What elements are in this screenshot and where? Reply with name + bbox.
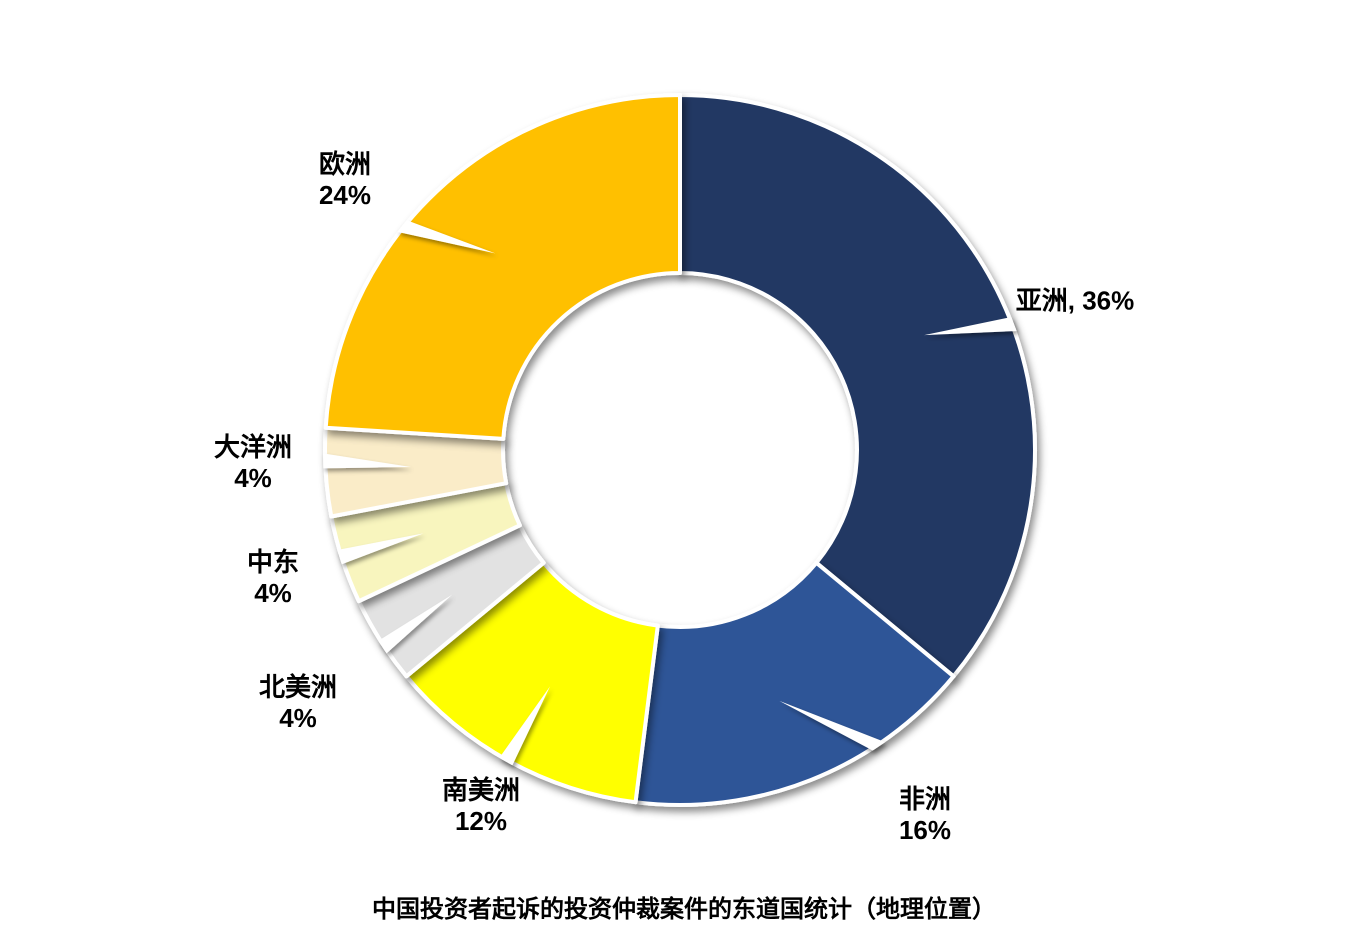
leader-line-欧洲 <box>397 220 496 254</box>
leader-line-南美洲 <box>499 686 551 766</box>
donut-slices-group <box>323 93 1037 807</box>
leader-lines-group <box>323 220 1017 766</box>
leader-line-亚洲 <box>924 317 1017 336</box>
slice-南美洲 <box>404 560 660 805</box>
leader-line-大洋洲 <box>323 453 411 469</box>
slice-欧洲 <box>323 93 682 441</box>
leader-line-中东 <box>337 533 424 565</box>
chart-title: 中国投资者起诉的投资仲裁案件的东道国统计（地理位置） <box>372 897 996 923</box>
leader-line-非洲 <box>779 700 886 751</box>
leader-line-北美洲 <box>378 594 453 654</box>
slice-亚洲 <box>678 93 1037 679</box>
